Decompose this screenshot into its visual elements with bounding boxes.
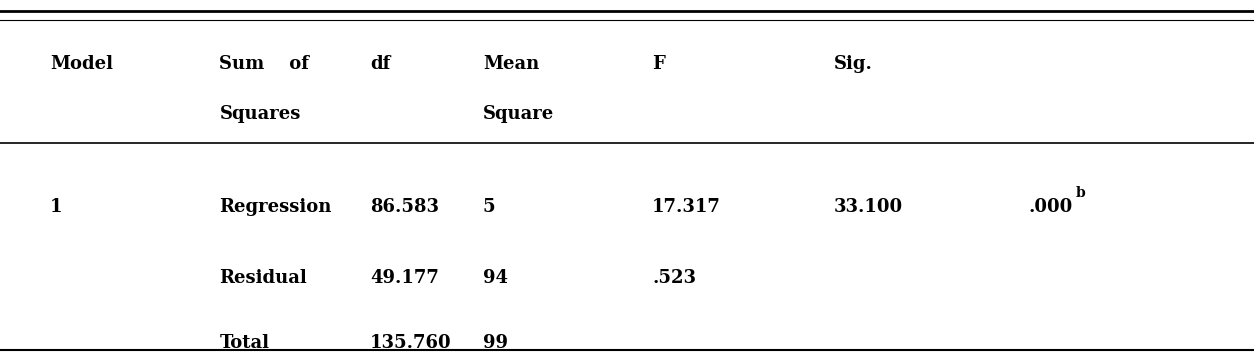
Text: 94: 94 <box>483 270 508 287</box>
Text: Regression: Regression <box>219 198 332 216</box>
Text: 86.583: 86.583 <box>370 198 439 216</box>
Text: Sum    of: Sum of <box>219 55 310 73</box>
Text: .000: .000 <box>1028 198 1072 216</box>
Text: 33.100: 33.100 <box>834 198 903 216</box>
Text: Sig.: Sig. <box>834 55 873 73</box>
Text: Model: Model <box>50 55 113 73</box>
Text: df: df <box>370 55 390 73</box>
Text: Residual: Residual <box>219 270 307 287</box>
Text: 5: 5 <box>483 198 495 216</box>
Text: Mean: Mean <box>483 55 539 73</box>
Text: .523: .523 <box>652 270 696 287</box>
Text: Squares: Squares <box>219 105 301 123</box>
Text: F: F <box>652 55 665 73</box>
Text: 49.177: 49.177 <box>370 270 439 287</box>
Text: Square: Square <box>483 105 554 123</box>
Text: 99: 99 <box>483 334 508 352</box>
Text: 17.317: 17.317 <box>652 198 721 216</box>
Text: b: b <box>1076 186 1086 200</box>
Text: 135.760: 135.760 <box>370 334 451 352</box>
Text: Total: Total <box>219 334 270 352</box>
Text: 1: 1 <box>50 198 63 216</box>
